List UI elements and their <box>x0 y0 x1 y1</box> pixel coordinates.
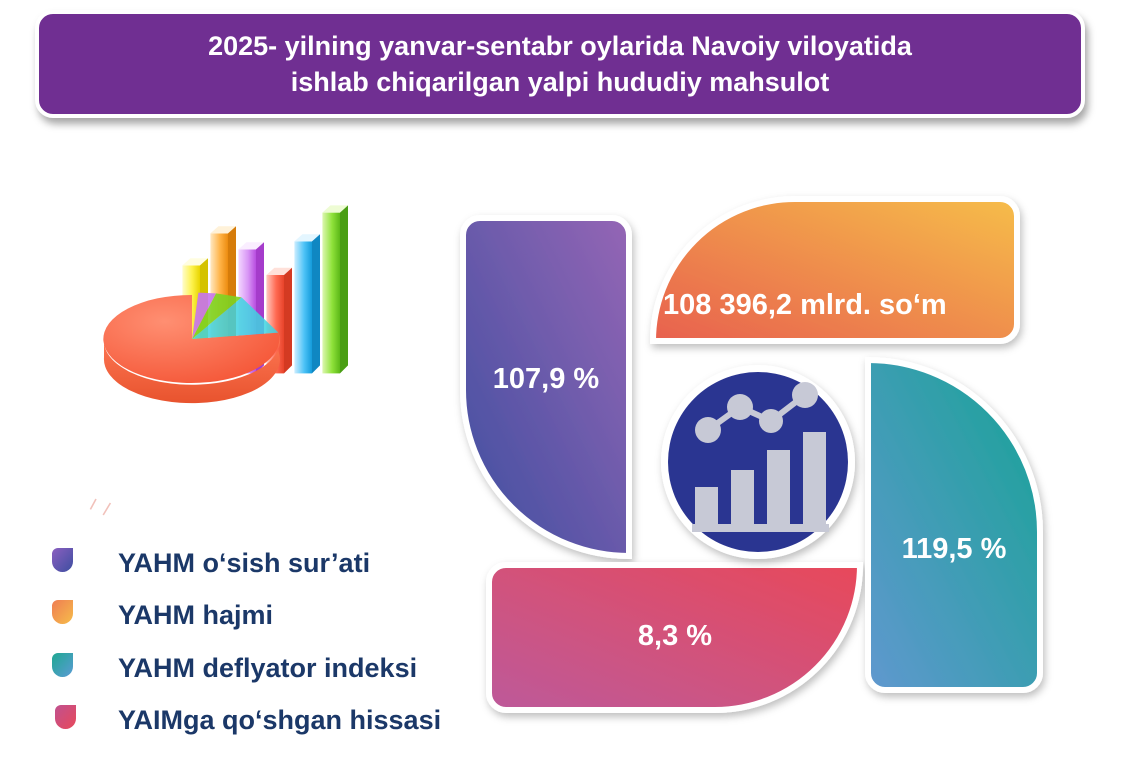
svg-text:YAIMga qo‘shgan hissasi: YAIMga qo‘shgan hissasi <box>118 705 441 735</box>
svg-text:YAHM hajmi: YAHM hajmi <box>118 600 273 630</box>
svg-text:YAHM o‘sish sur’ati: YAHM o‘sish sur’ati <box>118 548 370 578</box>
svg-text:119,5 %: 119,5 % <box>902 533 1007 565</box>
svg-text:8,3 %: 8,3 % <box>638 620 712 652</box>
svg-text:107,9 %: 107,9 % <box>493 363 600 395</box>
svg-text:YAHM deflyator indeksi: YAHM deflyator indeksi <box>118 653 417 683</box>
svg-text:108 396,2 mlrd. so‘m: 108 396,2 mlrd. so‘m <box>663 289 947 321</box>
